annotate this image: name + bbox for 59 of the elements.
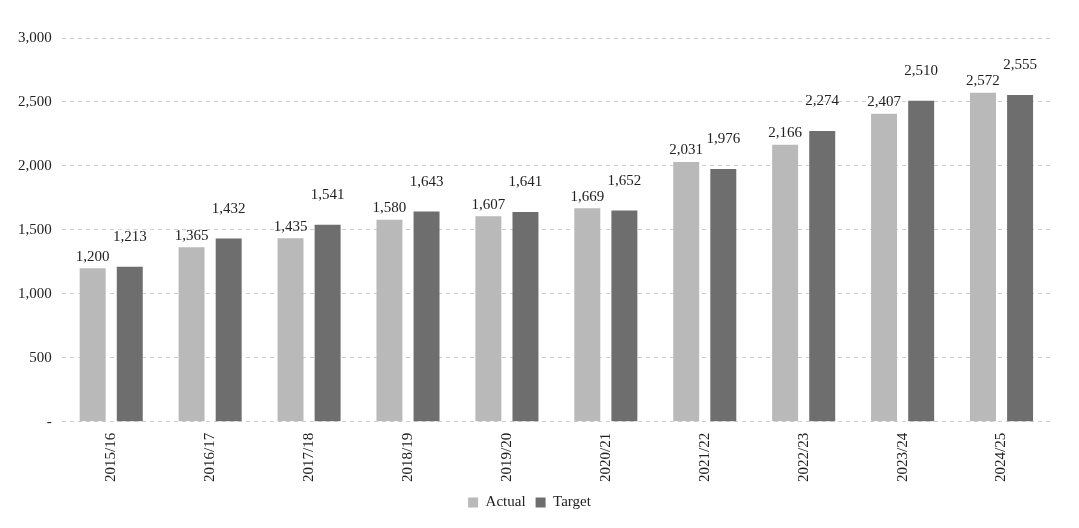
- x-tick-label: 2019/20: [497, 432, 514, 482]
- bar: [413, 211, 440, 422]
- bar: [871, 113, 898, 422]
- bar: [79, 268, 106, 422]
- data-label: 2,031: [669, 141, 704, 158]
- bar: [512, 211, 539, 422]
- x-tick-label: 2023/24: [893, 432, 910, 482]
- bar: [574, 208, 601, 422]
- data-label: 2,407: [867, 93, 902, 110]
- data-label: 1,435: [273, 217, 308, 234]
- bar: [178, 247, 205, 422]
- data-label: 2,572: [966, 72, 1000, 89]
- y-tick-label: 1,500: [18, 220, 52, 237]
- data-label: 1,200: [75, 247, 110, 264]
- x-tick-label: 2022/23: [794, 432, 811, 482]
- data-label: 1,976: [706, 130, 741, 147]
- bar: [611, 210, 638, 422]
- bar: [710, 169, 737, 422]
- bar: [908, 100, 935, 422]
- data-label: 1,652: [607, 171, 642, 188]
- x-tick-label: 2016/17: [201, 432, 218, 482]
- data-label: 1,541: [310, 186, 345, 203]
- y-tick-label: 2,000: [18, 156, 52, 173]
- legend-label: Actual: [485, 493, 526, 510]
- bar: [673, 161, 700, 422]
- bar: [475, 216, 502, 422]
- bar: [970, 92, 996, 422]
- bar: [772, 144, 799, 422]
- data-label: 1,580: [372, 199, 407, 216]
- data-label: 1,365: [174, 226, 209, 243]
- data-label: 1,669: [570, 187, 605, 204]
- y-tick-label: -: [46, 412, 52, 429]
- data-label: 1,641: [508, 173, 543, 190]
- legend-label: Target: [553, 493, 592, 510]
- data-label: 1,213: [112, 228, 147, 245]
- data-label: 1,432: [211, 200, 246, 217]
- data-label: 2,510: [904, 62, 939, 79]
- bar: [1007, 94, 1034, 422]
- x-tick-label: 2020/21: [596, 432, 613, 482]
- y-tick-label: 2,500: [18, 92, 52, 109]
- bar: [277, 238, 304, 422]
- x-tick-label: 2017/18: [300, 432, 316, 482]
- bar: [809, 130, 836, 422]
- y-tick-label: 500: [29, 348, 52, 365]
- bar: [116, 266, 143, 422]
- y-tick-label: 1,000: [18, 284, 52, 301]
- data-label: 2,555: [1003, 56, 1037, 73]
- bar: [314, 224, 341, 422]
- data-label: 2,166: [768, 124, 803, 141]
- bar: [215, 238, 242, 422]
- x-tick-label: 2021/22: [695, 432, 712, 482]
- bar: [376, 219, 403, 422]
- data-label: 2,274: [805, 92, 840, 109]
- y-tick-label: 3,000: [18, 28, 52, 45]
- x-tick-label: 2018/19: [398, 432, 415, 482]
- x-tick-label: 2015/16: [102, 432, 119, 482]
- data-label: 1,643: [409, 173, 444, 190]
- data-label: 1,607: [471, 195, 506, 212]
- x-tick-label: 2024/25: [992, 432, 1009, 482]
